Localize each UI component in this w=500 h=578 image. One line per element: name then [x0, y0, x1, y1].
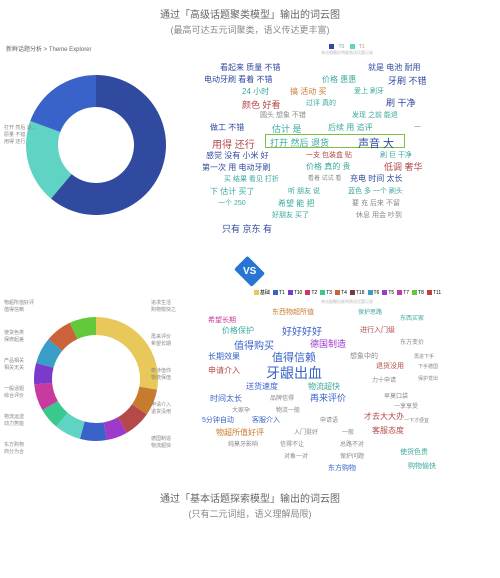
- word[interactable]: 品牌信得: [270, 393, 294, 402]
- word[interactable]: 声音 大: [358, 135, 394, 151]
- word[interactable]: 东西买家: [400, 313, 424, 322]
- word[interactable]: 价格保护: [222, 325, 254, 336]
- bottom-tags: 基础T1T10T2T3T4T18T6T5T7T8T11: [200, 289, 494, 296]
- word[interactable]: 客服态度: [372, 425, 404, 436]
- word[interactable]: 客服介入: [252, 415, 280, 425]
- word[interactable]: 爱上 刷牙: [354, 86, 384, 96]
- word[interactable]: 就是 电池 耐用: [368, 62, 420, 73]
- word[interactable]: 购物愉快: [408, 461, 436, 471]
- word[interactable]: 刷 干净: [386, 96, 416, 109]
- top-panel: 新鲜话题分析 > Theme Explorer 打开 然后 退…原量 不错用得 …: [0, 40, 500, 257]
- word[interactable]: 感觉 没有 小米 好: [206, 150, 269, 161]
- word[interactable]: 蓝色 多 一个 刷头: [348, 186, 403, 196]
- word[interactable]: 第一次 用 电动牙刷: [202, 162, 270, 173]
- word[interactable]: 东西物超所值: [272, 307, 314, 317]
- word[interactable]: 总路不对: [340, 439, 364, 448]
- word[interactable]: 保护问题: [340, 451, 364, 460]
- word[interactable]: 信得不让: [280, 439, 304, 448]
- top-wordcloud[interactable]: 看起来 质量 不错 就是 电池 耐用电动牙刷 看着 不错 价格 惠惠 牙刷 不错 24 …: [200, 58, 494, 253]
- word[interactable]: 看起来 质量 不错: [220, 62, 280, 73]
- word[interactable]: 休息 用会 吵到: [356, 210, 402, 220]
- word[interactable]: 过评 真的: [306, 98, 336, 108]
- word[interactable]: 价格 惠惠: [322, 74, 356, 85]
- word[interactable]: 24 小时: [242, 86, 269, 97]
- word[interactable]: 后续 用 追评: [328, 122, 372, 133]
- word[interactable]: 东方变价: [400, 337, 424, 346]
- word[interactable]: 退货没用: [376, 361, 404, 371]
- word[interactable]: 一下才便宜: [404, 417, 429, 424]
- word[interactable]: 申请介入: [208, 365, 240, 376]
- word[interactable]: 申请语: [320, 415, 338, 424]
- word[interactable]: 做工 不错: [210, 122, 244, 133]
- word[interactable]: 入门挺好: [294, 427, 318, 436]
- vs-badge: VS: [0, 257, 500, 285]
- word[interactable]: 保护思路: [358, 307, 382, 316]
- word[interactable]: 对象一对: [284, 451, 308, 460]
- word[interactable]: 大家孕: [232, 405, 250, 414]
- bottom-donut[interactable]: 物超所值好评值得信赖使货色类保修起差产品相关相关无关一般话题综合评价物流运送动力…: [6, 289, 186, 469]
- donut-side-labels: 打开 然后 退…原量 不错用得 还行: [4, 125, 37, 146]
- word[interactable]: 再来评价: [310, 391, 346, 404]
- top-donut[interactable]: 打开 然后 退…原量 不错用得 还行: [6, 55, 186, 235]
- top-title: 通过「高级话题聚类模型」输出的词云图: [0, 0, 500, 23]
- word[interactable]: 价格 真的 贵: [306, 161, 350, 172]
- word[interactable]: 一个 250: [218, 198, 246, 208]
- word[interactable]: 牙龈出血: [266, 363, 322, 383]
- word[interactable]: 估计 是: [272, 122, 302, 135]
- word[interactable]: 打开 然后 退货: [270, 136, 329, 149]
- word[interactable]: 要 充 后来 不留: [352, 198, 400, 208]
- bottom-subtitle: (只有二元词组，语义理解局限): [0, 507, 500, 524]
- word[interactable]: 看着 试试 看: [308, 173, 341, 182]
- word[interactable]: 再进下手: [414, 353, 434, 360]
- word[interactable]: 早莫口袋: [384, 391, 408, 400]
- word[interactable]: 保护觉出: [418, 375, 438, 382]
- bottom-panel: 物超所值好评值得信赖使货色类保修起差产品相关相关无关一般话题综合评价物流运送动力…: [0, 285, 500, 484]
- top-legend: T0 T1 单击细颗粒将被筛选话题记录: [200, 44, 494, 56]
- bottom-title: 通过「基本话题探索模型」输出的词云图: [0, 484, 500, 507]
- word[interactable]: 希望长期: [208, 315, 236, 325]
- word[interactable]: 买 结果 看见 打折: [224, 174, 279, 184]
- word[interactable]: 想象中的: [350, 351, 378, 361]
- word[interactable]: 好朋友 买了: [272, 210, 309, 220]
- word[interactable]: 听 朋友 说: [288, 186, 320, 196]
- word[interactable]: 力十申请: [372, 375, 396, 384]
- word[interactable]: 牙刷 不错: [388, 74, 427, 87]
- word[interactable]: 东方购物: [328, 463, 356, 473]
- word[interactable]: 发现 之前 能退: [352, 110, 398, 120]
- word[interactable]: 使货色贵: [400, 447, 428, 457]
- word[interactable]: 下 估计 买了: [210, 186, 254, 197]
- word[interactable]: 送货速度: [246, 381, 278, 392]
- top-subtitle: (最高可达五元词聚类，语义传达更丰富): [0, 23, 500, 40]
- word[interactable]: 一支 包装盒 贴: [306, 150, 352, 160]
- word[interactable]: 进行入门级: [360, 325, 395, 335]
- word[interactable]: 下手德国: [418, 363, 438, 370]
- bottom-wordcloud[interactable]: 东西物超所值保护思路希望长期东西买家价格保护好好好好进行入门级值得购买德国制造东…: [200, 305, 494, 480]
- word[interactable]: 物流一般: [276, 405, 300, 414]
- word[interactable]: 才去大大办: [364, 411, 404, 422]
- word[interactable]: 纯莫牙影响: [228, 439, 258, 448]
- word[interactable]: 搞 活动 买: [290, 86, 326, 97]
- word[interactable]: 物超所值好评: [216, 427, 264, 438]
- word[interactable]: 一享享受: [394, 401, 418, 410]
- word[interactable]: 5分钟自动: [202, 415, 234, 425]
- word[interactable]: 长期效果: [208, 351, 240, 362]
- word[interactable]: 希望 能 把: [278, 198, 314, 209]
- breadcrumb: 新鲜话题分析 > Theme Explorer: [6, 44, 196, 53]
- word[interactable]: 好好好好: [282, 323, 322, 338]
- word[interactable]: 值得购买: [234, 337, 274, 352]
- word[interactable]: 充电 时间 太长: [350, 173, 402, 184]
- word[interactable]: 一: [414, 122, 421, 132]
- word[interactable]: 一般: [342, 427, 354, 436]
- word[interactable]: 圆头 想象 不错: [260, 110, 306, 120]
- word[interactable]: 只有 京东 有: [222, 222, 272, 235]
- word[interactable]: 电动牙刷 看着 不错: [204, 74, 272, 85]
- word[interactable]: 低调 奢华: [384, 160, 423, 173]
- word[interactable]: 时间太长: [210, 393, 242, 404]
- word[interactable]: 刷 巨 干净: [380, 150, 412, 160]
- word[interactable]: 用得 还行: [212, 136, 255, 151]
